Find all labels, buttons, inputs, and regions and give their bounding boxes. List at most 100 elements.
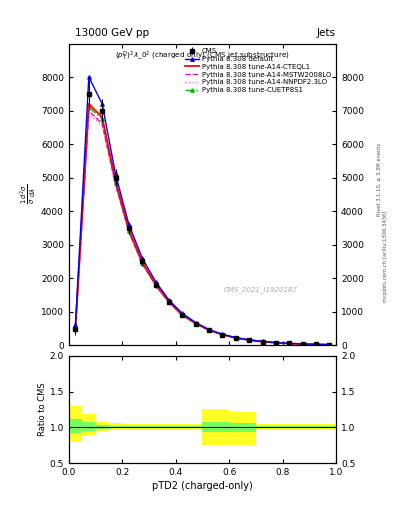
Pythia 8.308 tune-A14-NNPDF2.3LO <box>153 283 158 289</box>
Bar <box>323 424 336 430</box>
Bar <box>296 426 309 428</box>
Pythia 8.308 tune-A14-CTEQL1 <box>193 321 198 327</box>
Bar <box>229 412 242 445</box>
Pythia 8.308 tune-A14-NNPDF2.3LO <box>113 183 118 189</box>
Pythia 8.308 default <box>287 340 292 347</box>
Bar <box>95 425 109 429</box>
Pythia 8.308 tune-A14-MSTW2008LO <box>86 108 91 114</box>
Bar <box>136 426 149 428</box>
Pythia 8.308 tune-A14-NNPDF2.3LO <box>100 122 105 129</box>
Bar <box>283 426 296 428</box>
Pythia 8.308 tune-CUETP8S1 <box>287 340 292 347</box>
Pythia 8.308 tune-A14-MSTW2008LO <box>153 282 158 288</box>
Pythia 8.308 tune-A14-NNPDF2.3LO <box>140 262 145 268</box>
Pythia 8.308 default <box>300 341 305 347</box>
Bar <box>296 424 309 430</box>
Bar <box>242 412 256 445</box>
Pythia 8.308 tune-A14-MSTW2008LO <box>314 342 318 348</box>
Pythia 8.308 tune-A14-NNPDF2.3LO <box>260 339 265 345</box>
Bar <box>216 422 229 433</box>
Pythia 8.308 tune-A14-NNPDF2.3LO <box>73 325 78 331</box>
Pythia 8.308 tune-A14-NNPDF2.3LO <box>314 342 318 348</box>
Pythia 8.308 tune-A14-CTEQL1 <box>100 114 105 120</box>
Pythia 8.308 default <box>193 319 198 326</box>
Pythia 8.308 tune-A14-MSTW2008LO <box>73 325 78 331</box>
Pythia 8.308 tune-A14-NNPDF2.3LO <box>86 111 91 117</box>
Line: Pythia 8.308 tune-CUETP8S1: Pythia 8.308 tune-CUETP8S1 <box>74 105 331 347</box>
Bar <box>109 426 122 428</box>
Pythia 8.308 default <box>113 171 118 177</box>
Bar <box>122 426 136 428</box>
Pythia 8.308 tune-A14-CTEQL1 <box>220 332 225 338</box>
Line: Pythia 8.308 tune-A14-CTEQL1: Pythia 8.308 tune-A14-CTEQL1 <box>75 104 329 345</box>
Bar <box>269 426 283 428</box>
Pythia 8.308 tune-A14-MSTW2008LO <box>247 337 252 343</box>
Pythia 8.308 default <box>86 74 91 80</box>
Pythia 8.308 tune-A14-CTEQL1 <box>207 327 211 333</box>
Pythia 8.308 tune-A14-CTEQL1 <box>314 342 318 348</box>
Pythia 8.308 tune-A14-NNPDF2.3LO <box>233 335 238 341</box>
Pythia 8.308 default <box>260 338 265 345</box>
Pythia 8.308 tune-A14-CTEQL1 <box>113 178 118 184</box>
Pythia 8.308 tune-A14-CTEQL1 <box>167 298 171 305</box>
Pythia 8.308 tune-A14-CTEQL1 <box>86 101 91 107</box>
Pythia 8.308 tune-A14-MSTW2008LO <box>220 332 225 338</box>
Bar <box>82 415 95 436</box>
Text: Jets: Jets <box>317 28 336 38</box>
Pythia 8.308 tune-A14-MSTW2008LO <box>127 229 131 235</box>
Pythia 8.308 tune-CUETP8S1 <box>140 260 145 266</box>
Pythia 8.308 tune-A14-MSTW2008LO <box>167 300 171 306</box>
Legend: CMS, Pythia 8.308 default, Pythia 8.308 tune-A14-CTEQL1, Pythia 8.308 tune-A14-M: CMS, Pythia 8.308 default, Pythia 8.308 … <box>184 47 332 94</box>
Line: Pythia 8.308 default: Pythia 8.308 default <box>74 75 331 346</box>
Pythia 8.308 tune-A14-NNPDF2.3LO <box>220 332 225 338</box>
Bar <box>189 426 202 428</box>
Bar <box>95 422 109 431</box>
Pythia 8.308 tune-CUETP8S1 <box>193 321 198 327</box>
Line: Pythia 8.308 tune-A14-NNPDF2.3LO: Pythia 8.308 tune-A14-NNPDF2.3LO <box>75 114 329 345</box>
Text: $(p_T^D)^2\lambda\_0^2$ (charged only) (CMS jet substructure): $(p_T^D)^2\lambda\_0^2$ (charged only) (… <box>115 50 290 63</box>
Pythia 8.308 tune-A14-CTEQL1 <box>300 341 305 347</box>
Pythia 8.308 tune-CUETP8S1 <box>180 312 185 318</box>
Bar <box>162 426 176 428</box>
Pythia 8.308 default <box>73 322 78 328</box>
Pythia 8.308 tune-A14-MSTW2008LO <box>233 335 238 341</box>
Pythia 8.308 default <box>220 331 225 337</box>
Pythia 8.308 tune-A14-CTEQL1 <box>73 324 78 330</box>
Pythia 8.308 tune-CUETP8S1 <box>167 299 171 305</box>
Pythia 8.308 default <box>233 334 238 340</box>
Text: 13000 GeV pp: 13000 GeV pp <box>75 28 149 38</box>
Bar <box>69 419 82 433</box>
Pythia 8.308 tune-CUETP8S1 <box>153 282 158 288</box>
Pythia 8.308 default <box>167 297 171 303</box>
Pythia 8.308 default <box>127 222 131 228</box>
Pythia 8.308 tune-A14-NNPDF2.3LO <box>180 312 185 318</box>
Pythia 8.308 default <box>274 339 278 346</box>
Pythia 8.308 default <box>153 279 158 285</box>
Bar <box>122 424 136 430</box>
Bar <box>69 406 82 442</box>
Y-axis label: $\frac{1}{\sigma}\frac{d^2\sigma}{d\lambda}$: $\frac{1}{\sigma}\frac{d^2\sigma}{d\lamb… <box>18 184 38 204</box>
Pythia 8.308 tune-A14-CTEQL1 <box>287 340 292 347</box>
Bar <box>309 426 323 428</box>
Pythia 8.308 tune-CUETP8S1 <box>314 342 318 348</box>
X-axis label: pTD2 (charged-only): pTD2 (charged-only) <box>152 481 253 492</box>
Pythia 8.308 tune-CUETP8S1 <box>274 339 278 346</box>
Pythia 8.308 tune-A14-MSTW2008LO <box>274 339 278 346</box>
Pythia 8.308 default <box>314 342 318 348</box>
Pythia 8.308 tune-CUETP8S1 <box>300 341 305 347</box>
Pythia 8.308 tune-A14-CTEQL1 <box>233 335 238 341</box>
Pythia 8.308 default <box>207 327 211 333</box>
Pythia 8.308 tune-A14-NNPDF2.3LO <box>193 321 198 327</box>
Bar <box>176 426 189 428</box>
Pythia 8.308 tune-A14-CTEQL1 <box>180 312 185 318</box>
Pythia 8.308 default <box>327 342 332 348</box>
Bar <box>216 410 229 445</box>
Pythia 8.308 tune-A14-MSTW2008LO <box>287 340 292 347</box>
Pythia 8.308 tune-A14-CTEQL1 <box>127 227 131 233</box>
Bar <box>149 426 162 428</box>
Pythia 8.308 tune-A14-NNPDF2.3LO <box>327 342 332 348</box>
Pythia 8.308 tune-A14-MSTW2008LO <box>260 338 265 345</box>
Pythia 8.308 tune-A14-CTEQL1 <box>327 342 332 348</box>
Pythia 8.308 tune-A14-NNPDF2.3LO <box>287 340 292 347</box>
Pythia 8.308 tune-CUETP8S1 <box>73 325 78 331</box>
